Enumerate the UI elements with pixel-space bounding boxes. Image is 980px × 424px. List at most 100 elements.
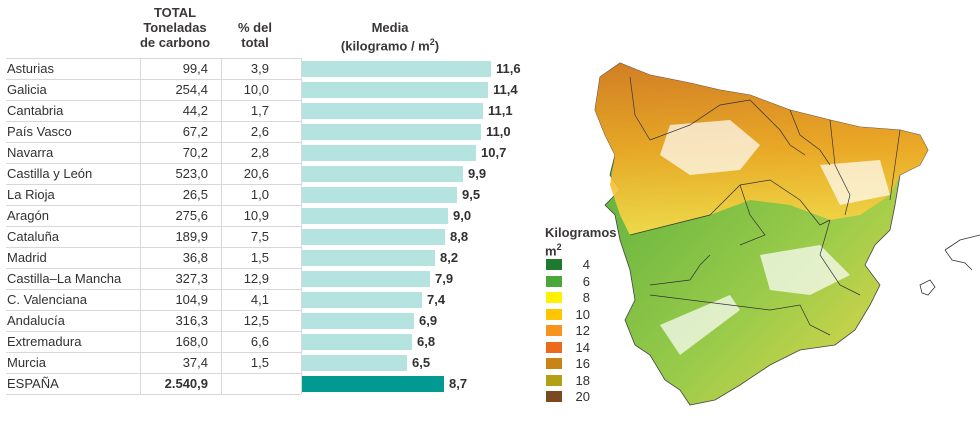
percent-of-total: 12,5 [243,313,269,328]
row-divider [6,142,301,143]
legend-swatch [546,391,562,402]
table-row: Andalucía 316,3 12,5 6,9 [0,310,530,331]
total-tonnes: 316,3 [175,313,208,328]
table-row: Cataluña 189,9 7,5 8,8 [0,226,530,247]
region-name: C. Valenciana [7,292,87,307]
media-bar [301,145,476,161]
media-value-label: 11,4 [493,82,518,97]
region-name: Navarra [7,145,54,160]
region-name: Castilla–La Mancha [7,271,122,286]
header-media: Media (kilogramo / m2) [300,20,480,53]
media-value-label: 10,7 [481,145,507,160]
percent-of-total: 1,7 [250,103,269,118]
percent-of-total: 2,6 [250,124,269,139]
table-row: Asturias 99,4 3,9 11,6 [0,58,530,79]
table-row: La Rioja 26,5 1,0 9,5 [0,184,530,205]
legend-swatch [546,259,562,270]
region-name: ESPAÑA [7,376,59,391]
table-row: Murcia 37,4 1,5 6,5 [0,352,530,373]
legend-label: 20 [575,389,590,404]
legend-title-sup: 2 [556,242,562,252]
total-tonnes: 26,5 [182,187,208,202]
media-value-label: 11,1 [488,103,513,118]
legend-title-line1: Kilogramos [545,225,617,240]
region-borders [629,76,901,336]
row-divider [6,373,301,374]
percent-of-total: 1,5 [250,355,269,370]
media-value-label: 8,7 [449,376,468,391]
table-row: Castilla y León 523,0 20,6 9,9 [0,163,530,184]
legend-label: 18 [575,372,590,388]
header-media-line1: Media [371,20,409,35]
media-value-label: 9,0 [453,208,472,223]
total-tonnes: 189,9 [175,229,208,244]
legend-swatch [546,374,562,386]
region-name: Asturias [7,61,54,76]
total-tonnes: 254,4 [175,82,208,97]
row-divider [6,310,301,311]
total-tonnes: 523,0 [175,166,208,181]
region-name: Cataluña [7,229,60,244]
media-value-label: 11,6 [496,61,521,76]
legend-label: 12 [575,323,590,338]
mallorca-outline [944,234,980,271]
media-bar [301,208,448,224]
total-tonnes: 2.540,9 [164,376,208,391]
region-name: Extremadura [7,334,82,349]
legend-title-line2: m2 [545,240,617,258]
total-tonnes: 327,3 [175,271,208,286]
region-name: Murcia [7,355,47,370]
media-bar [301,229,445,245]
media-bar [301,355,407,371]
total-tonnes: 104,9 [175,292,208,307]
percent-of-total: 10,9 [243,208,269,223]
total-tonnes: 70,2 [182,145,208,160]
percent-of-total: 7,5 [250,229,269,244]
media-bar [301,250,435,266]
row-divider [6,352,301,353]
media-value-label: 7,4 [427,292,446,307]
table-row: Castilla–La Mancha 327,3 12,9 7,9 [0,268,530,289]
legend-title: Kilogramos m2 [545,225,617,258]
header-total-line3: de carbono [139,35,211,50]
table-row: Madrid 36,8 1,5 8,2 [0,247,530,268]
spain-carbon-map [594,62,980,406]
total-tonnes: 275,6 [175,208,208,223]
header-total-line2: Toneladas [143,20,207,35]
header-media-unit: (kilogramo / m [340,38,430,54]
table-row: C. Valenciana 104,9 4,1 7,4 [0,289,530,310]
header-pct-line2: total [241,35,269,50]
percent-of-total: 10,0 [243,82,269,97]
region-name: Cantabria [7,103,64,118]
media-value-label: 9,9 [468,166,487,181]
media-value-label: 11,0 [486,124,511,139]
column-divider [140,58,141,394]
percent-of-total: 1,5 [250,250,269,265]
legend-label: 16 [575,356,590,371]
media-bar [301,334,412,350]
legend-swatch [546,292,562,303]
media-value-label: 6,5 [412,355,431,370]
region-name: Aragón [7,208,49,223]
white-areas [660,120,890,355]
region-name: Castilla y León [7,166,93,181]
row-divider [6,289,301,290]
table-row: País Vasco 67,2 2,6 11,0 [0,121,530,142]
row-divider [6,268,301,269]
media-bar [301,313,414,329]
row-divider [6,394,301,395]
media-value-label: 8,2 [440,250,459,265]
media-bar [301,103,483,119]
media-value-label: 8,8 [450,229,469,244]
media-value-label: 9,5 [462,187,481,202]
legend-label: 8 [582,290,590,305]
ibiza-outline [919,279,936,296]
region-name: País Vasco [7,124,72,139]
percent-of-total: 3,9 [250,61,269,76]
percent-of-total: 6,6 [250,334,269,349]
row-divider [6,247,301,248]
total-tonnes: 36,8 [182,250,208,265]
legend-label: 14 [575,339,590,355]
media-bar [301,271,430,287]
row-divider [6,331,301,332]
